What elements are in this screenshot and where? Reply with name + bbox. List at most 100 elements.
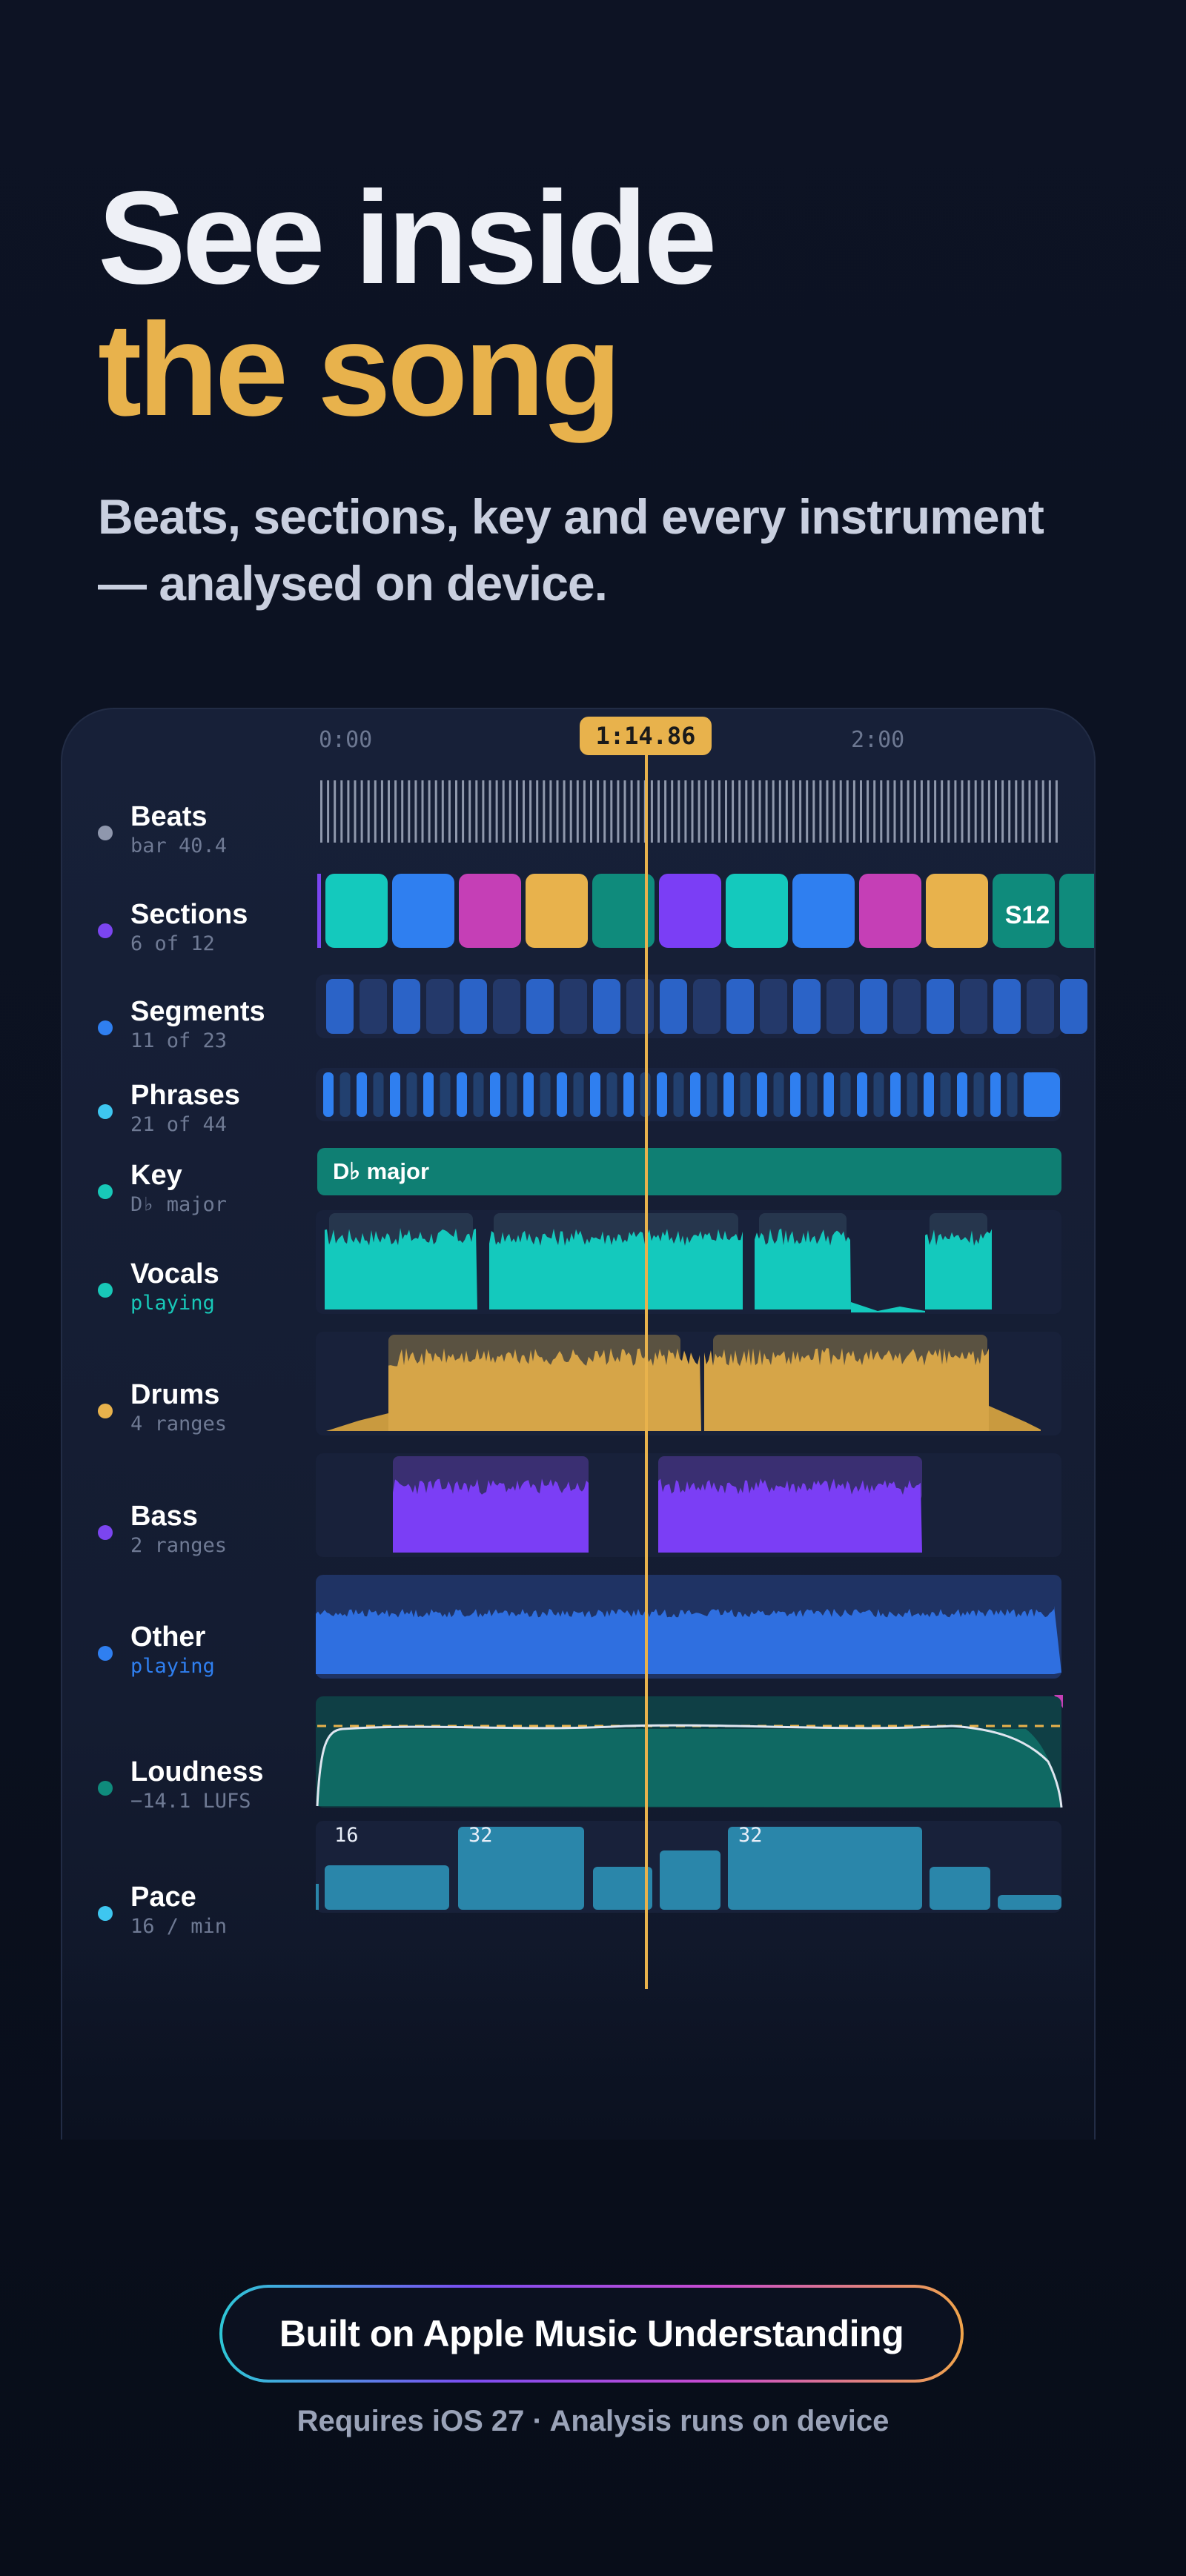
track-status: bar 40.4 [130,834,228,857]
beat-tick [340,780,343,843]
segment-block [1060,979,1087,1034]
apple-music-understanding-button[interactable]: Built on Apple Music Understanding [219,2285,964,2383]
beat-tick [630,780,633,843]
beat-tick [428,780,431,843]
beat-tick [360,780,363,843]
phrase-block [540,1072,551,1117]
pace-bar [930,1867,990,1910]
section-block [592,874,655,948]
track-label: Phrases [130,1080,240,1111]
beat-tick [752,780,755,843]
track-dot-icon [98,1906,113,1921]
phrase-block [757,1072,767,1117]
beat-tick [671,780,674,843]
phrase-block [723,1072,734,1117]
phrase-block [473,1072,484,1117]
beat-tick [462,780,465,843]
pace-value-label: 32 [738,1824,763,1847]
section-block [392,874,454,948]
phrase-block [957,1072,967,1117]
beat-tick [995,780,997,843]
beat-tick [657,780,660,843]
beat-tick [610,780,613,843]
beat-tick [799,780,802,843]
beat-tick [819,780,822,843]
vocals-waveform [755,1228,851,1309]
track-status: D♭ major [130,1193,228,1216]
beat-tick [320,780,322,843]
phrase-block [690,1072,700,1117]
segment-block [360,979,387,1034]
playhead-line[interactable] [645,755,648,1989]
section-block [659,874,721,948]
phrase-block [406,1072,417,1117]
beat-tick [576,780,579,843]
other-waveform [316,1608,1054,1674]
beat-tick [495,780,498,843]
phrase-block [857,1072,867,1117]
phrase-block [840,1072,851,1117]
beat-tick [1015,780,1018,843]
beat-tick [867,780,869,843]
phrase-block [490,1072,500,1117]
section-block [792,874,855,948]
phrase-block [323,1072,334,1117]
playhead-time-badge[interactable]: 1:14.86 [580,717,712,755]
loudness-area [317,1729,1061,1807]
beat-tick [1028,780,1031,843]
beat-tick [839,780,842,843]
track-label: Other [130,1621,206,1653]
beat-tick [738,780,741,843]
phrase-block [573,1072,584,1117]
track-status: 6 of 12 [130,932,215,955]
beat-tick [873,780,876,843]
beat-tick [583,780,586,843]
beat-tick [806,780,809,843]
phrase-block [557,1072,567,1117]
section-block [325,874,388,948]
time-label-mid: 2:00 [851,727,905,753]
beat-tick [698,780,700,843]
pace-value-label: 16 [334,1824,359,1847]
section-block [993,874,1055,948]
phrase-block [790,1072,801,1117]
track-status: playing [130,1655,215,1678]
loudness-curve [316,1724,1063,1808]
track-label: Loudness [130,1756,264,1787]
beat-tick [1041,780,1044,843]
phrase-block [590,1072,600,1117]
segment-block [927,979,954,1034]
track-status: 21 of 44 [130,1113,228,1136]
track-dot-icon [98,923,113,938]
segment-block [660,979,687,1034]
track-dot-icon [98,1283,113,1298]
phrase-block [423,1072,434,1117]
segment-block [393,979,420,1034]
beat-tick [947,780,950,843]
beat-tick [367,780,370,843]
track-label: Sections [130,899,248,930]
beat-tick [441,780,444,843]
beat-tick [401,780,404,843]
beat-tick [961,780,964,843]
beat-tick [812,780,815,843]
drums-tail [989,1406,1041,1431]
section-marker [317,874,321,948]
track-visualizations [316,780,1094,1913]
beat-tick [508,780,511,843]
beat-tick [846,780,849,843]
beat-tick [455,780,457,843]
beat-tick [913,780,916,843]
section-block [459,874,521,948]
segment-block [860,979,887,1034]
beat-tick [887,780,890,843]
beat-tick [1035,780,1038,843]
beat-tick [678,780,680,843]
segment-block [960,979,987,1034]
beat-tick [414,780,417,843]
phrase-block [773,1072,784,1117]
beat-tick [468,780,471,843]
beat-tick [772,780,775,843]
section-block [526,874,588,948]
phrase-block [390,1072,400,1117]
